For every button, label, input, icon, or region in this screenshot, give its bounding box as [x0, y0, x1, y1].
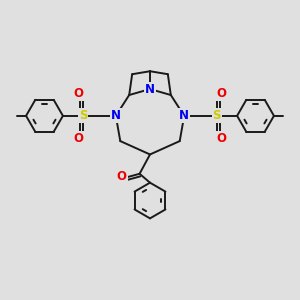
- Text: N: N: [145, 82, 155, 96]
- Text: O: O: [216, 87, 226, 100]
- Text: O: O: [216, 132, 226, 145]
- Text: N: N: [179, 109, 189, 122]
- Text: S: S: [79, 109, 87, 122]
- Text: O: O: [74, 87, 84, 100]
- Text: N: N: [111, 109, 121, 122]
- Text: O: O: [74, 132, 84, 145]
- Text: O: O: [117, 170, 127, 183]
- Text: S: S: [213, 109, 221, 122]
